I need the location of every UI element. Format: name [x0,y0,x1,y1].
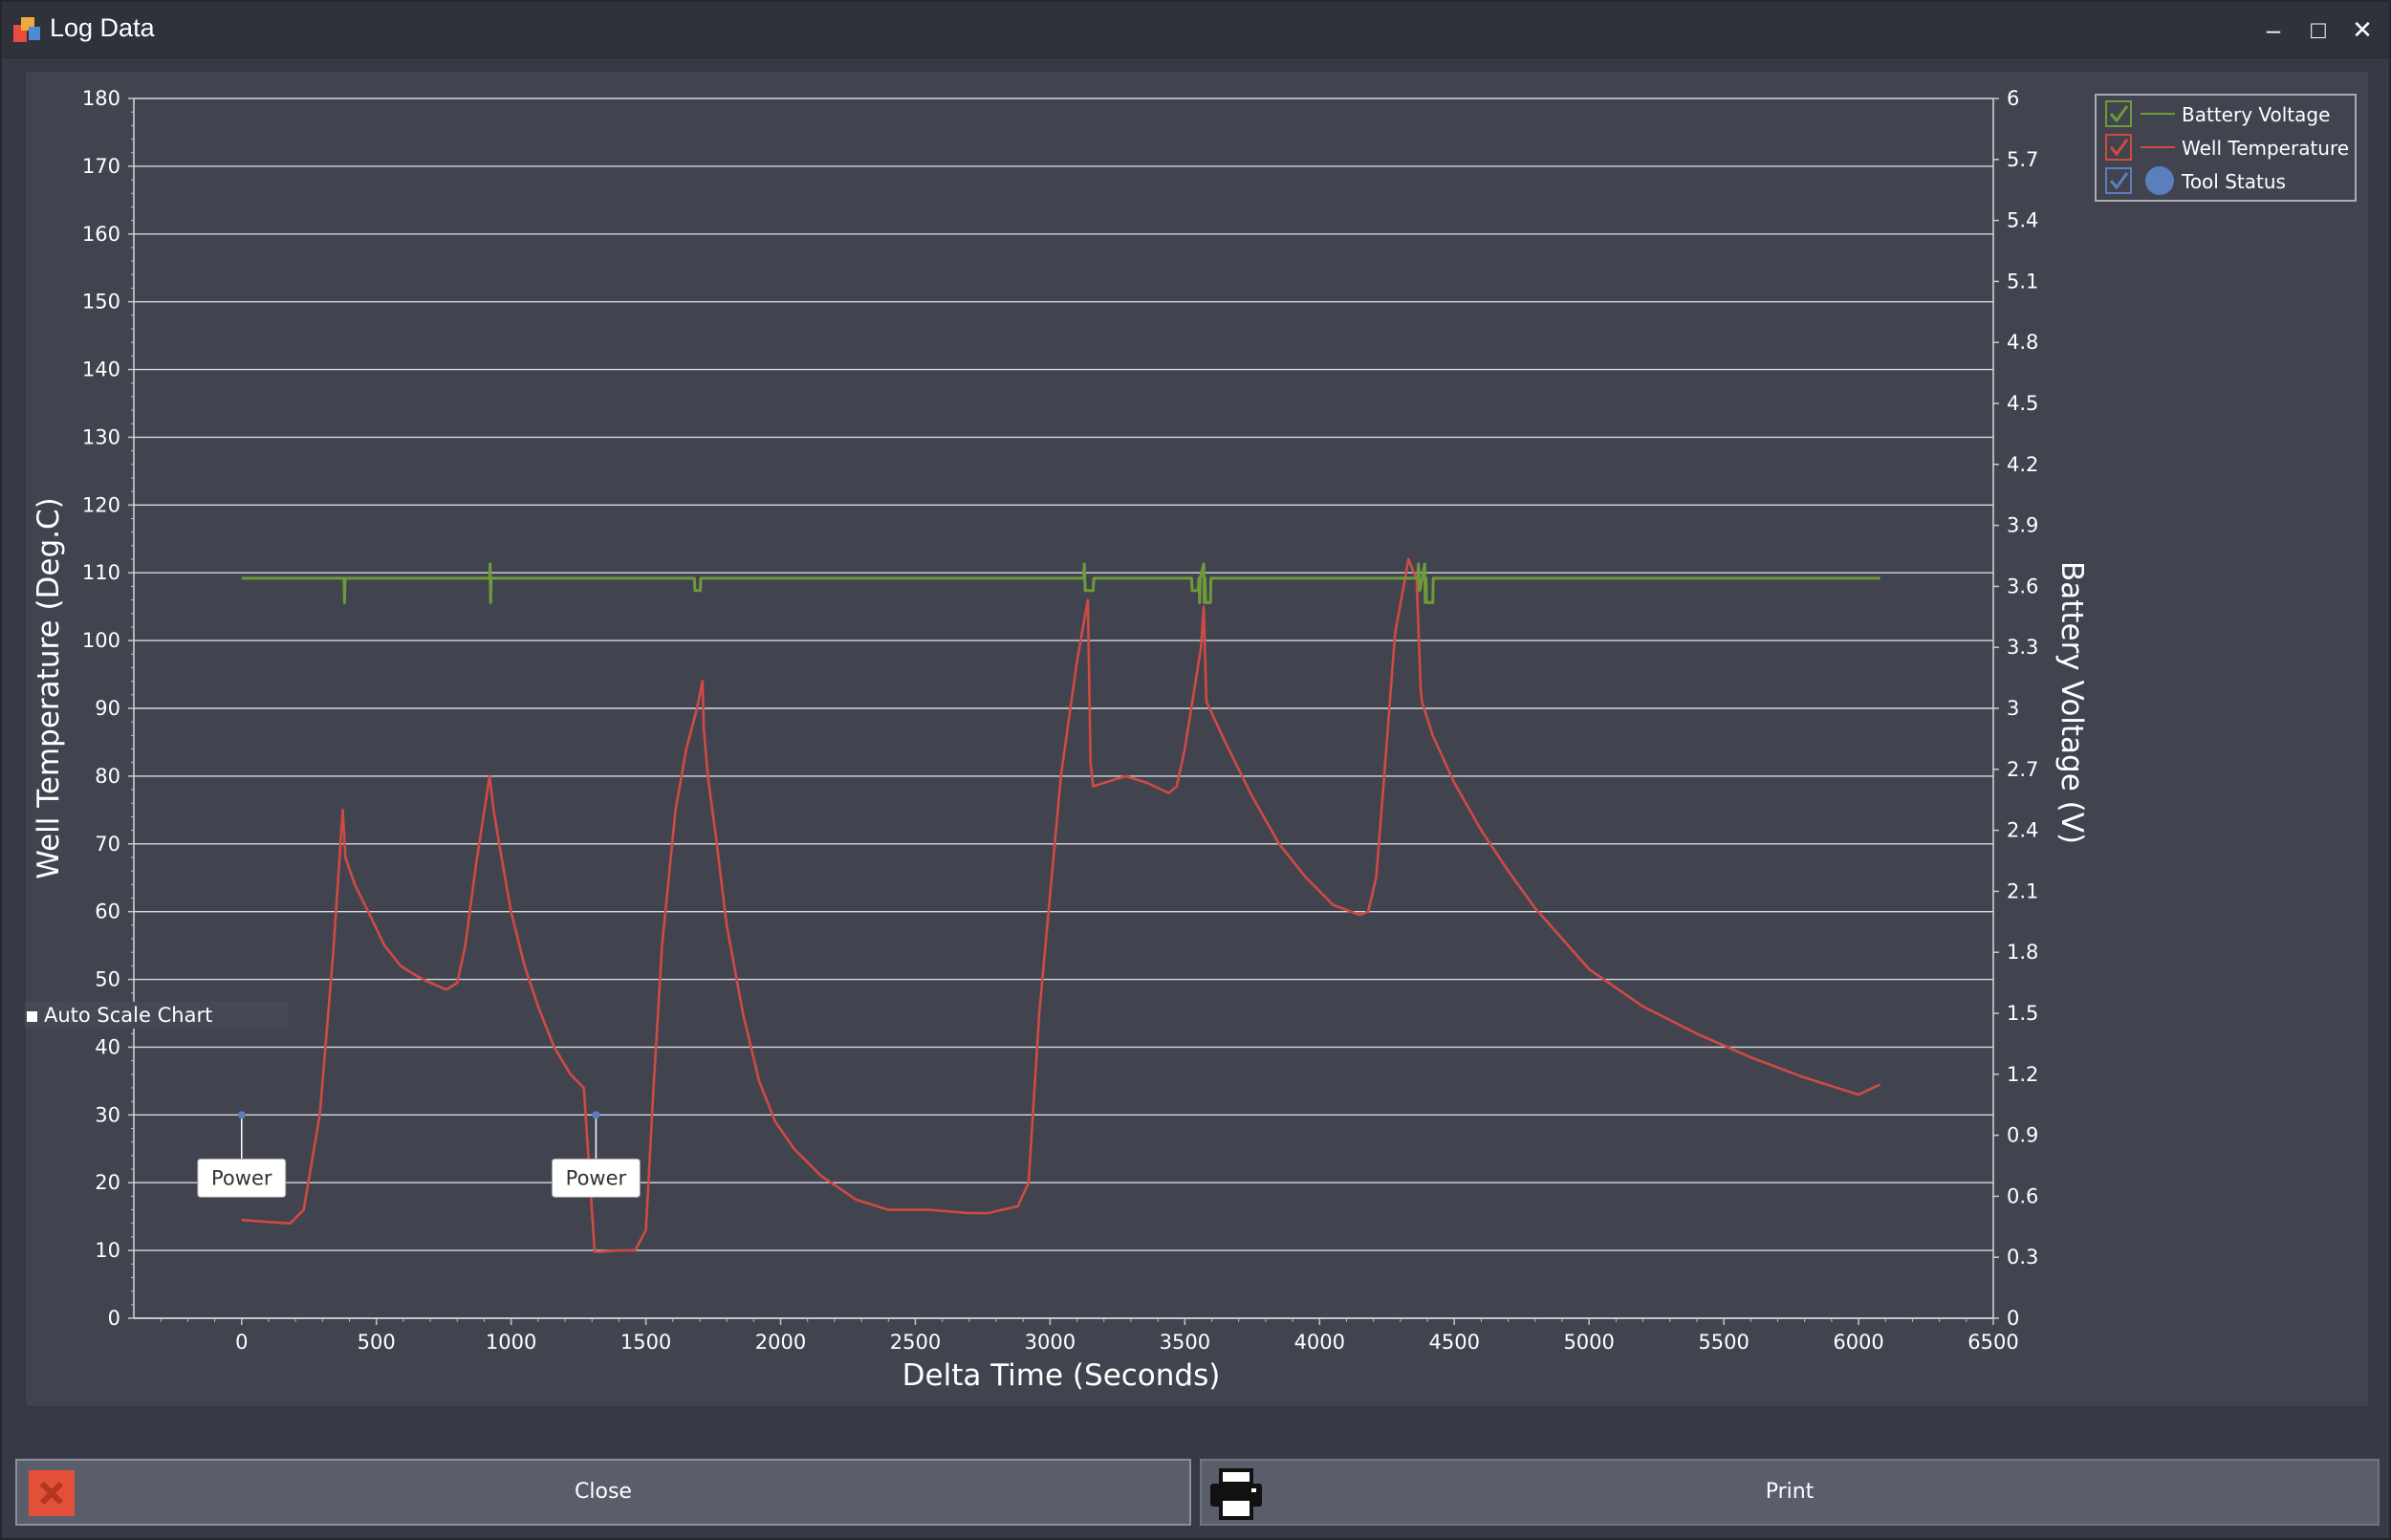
y-tick-label: 140 [82,358,120,381]
y-tick-label: 10 [95,1239,120,1262]
app-logo-icon [13,17,40,42]
window-close-button[interactable]: ✕ [2352,15,2373,44]
y-tick-label: 160 [82,223,120,246]
tool-status-label: Power [211,1166,272,1189]
y-tick-label: 50 [95,968,120,991]
tool-status-point [592,1111,600,1119]
x-tick-label: 6000 [1833,1331,1883,1354]
window-title: Log Data [50,13,155,42]
y-tick-label: 170 [82,155,120,178]
checkmark-icon [2109,139,2129,157]
legend-label: Tool Status [2181,170,2286,193]
y2-tick-label: 0 [2007,1307,2019,1330]
minimize-button[interactable]: – [2266,15,2281,44]
x-tick-label: 2000 [755,1331,806,1354]
x-tick-label: 0 [235,1331,248,1354]
y2-tick-label: 1.8 [2007,941,2038,964]
legend-checkbox [2105,134,2132,161]
battery-voltage-line [241,562,1880,604]
y2-tick-label: 3.6 [2007,575,2038,597]
legend-checkbox [2105,167,2132,194]
y-tick-label: 130 [82,425,120,448]
well-temperature-line [241,557,1881,1253]
x-tick-label: 1500 [620,1331,671,1354]
print-button[interactable]: Print [1200,1459,2380,1526]
y2-tick-label: 6 [2007,87,2019,110]
x-axis-label: Delta Time (Seconds) [902,1358,1221,1393]
y-tick-label: 90 [95,697,120,720]
checkmark-icon [2109,105,2129,123]
y2-tick-label: 3.3 [2007,636,2038,659]
y2-tick-label: 2.4 [2007,819,2038,842]
tool-status-callout [551,1158,641,1198]
y2-tick-label: 0.9 [2007,1124,2038,1147]
y2-tick-label: 5.4 [2007,209,2038,232]
y-tick-label: 180 [82,87,120,110]
y2-tick-label: 5.7 [2007,148,2038,171]
y2-tick-label: 5.1 [2007,270,2038,293]
y2-tick-label: 4.8 [2007,331,2038,354]
tool-status-callout [197,1158,287,1198]
y-tick-label: 100 [82,629,120,652]
y-tick-label: 40 [95,1035,120,1058]
legend-swatch [2145,166,2174,195]
auto-scale-checkbox[interactable] [27,1011,37,1022]
legend-checkbox [2105,100,2132,127]
y-tick-label: 70 [95,833,120,856]
y-tick-label: 80 [95,765,120,788]
y-tick-label: 0 [108,1307,120,1330]
tool-status-label: Power [566,1166,627,1189]
x-tick-label: 5500 [1698,1331,1749,1354]
y-tick-label: 110 [82,561,120,584]
y2-tick-label: 0.6 [2007,1184,2038,1207]
y2-tick-label: 1.2 [2007,1063,2038,1086]
x-tick-label: 3000 [1025,1331,1076,1354]
y-tick-label: 30 [95,1103,120,1126]
legend-label: Well Temperature [2182,137,2349,160]
x-tick-label: 4000 [1294,1331,1345,1354]
y-tick-label: 120 [82,493,120,516]
y2-tick-label: 1.5 [2007,1002,2038,1025]
y2-tick-label: 2.1 [2007,879,2038,902]
x-tick-label: 4500 [1429,1331,1480,1354]
chart-legend: Battery Voltage Well Temperature Tool Stat… [2095,94,2357,202]
y-tick-label: 60 [95,900,120,923]
x-tick-label: 3500 [1160,1331,1210,1354]
x-tick-label: 2500 [890,1331,941,1354]
y-axis-label-right: Battery Voltage (V) [2054,561,2089,844]
y2-tick-label: 0.3 [2007,1246,2038,1269]
title-bar: Log Data – □ ✕ [2,2,2389,58]
printer-icon [1210,1468,1262,1520]
tool-status-point [237,1111,246,1119]
y-axis-label-left: Well Temperature (Deg.C) [32,497,66,879]
close-button[interactable]: Close [15,1459,1191,1526]
y-tick-label: 20 [95,1171,120,1194]
x-tick-label: 500 [358,1331,396,1354]
y2-tick-label: 4.5 [2007,392,2038,415]
y2-tick-label: 3 [2007,697,2019,720]
auto-scale-toggle[interactable]: Auto Scale Chart [25,1002,289,1029]
auto-scale-label: Auto Scale Chart [44,1004,213,1027]
close-x-icon [29,1470,75,1516]
maximize-button[interactable]: □ [2311,15,2326,44]
close-button-label: Close [575,1480,632,1504]
x-tick-label: 6500 [1967,1331,2018,1354]
chart-panel: 0 10 20 30 40 50 60 70 80 90 100 110 120 130 140 150 160… [25,71,2369,1407]
legend-label: Battery Voltage [2182,103,2330,126]
y2-tick-label: 3.9 [2007,514,2038,537]
y2-tick-label: 4.2 [2007,453,2038,476]
y-tick-label: 150 [82,291,120,314]
y2-tick-label: 2.7 [2007,758,2038,781]
x-tick-label: 5000 [1563,1331,1614,1354]
x-tick-label: 1000 [486,1331,536,1354]
checkmark-icon [2109,172,2129,190]
log-chart[interactable]: 0102030405060708090100110120130140150160… [26,72,2368,1406]
print-button-label: Print [1765,1480,1815,1504]
